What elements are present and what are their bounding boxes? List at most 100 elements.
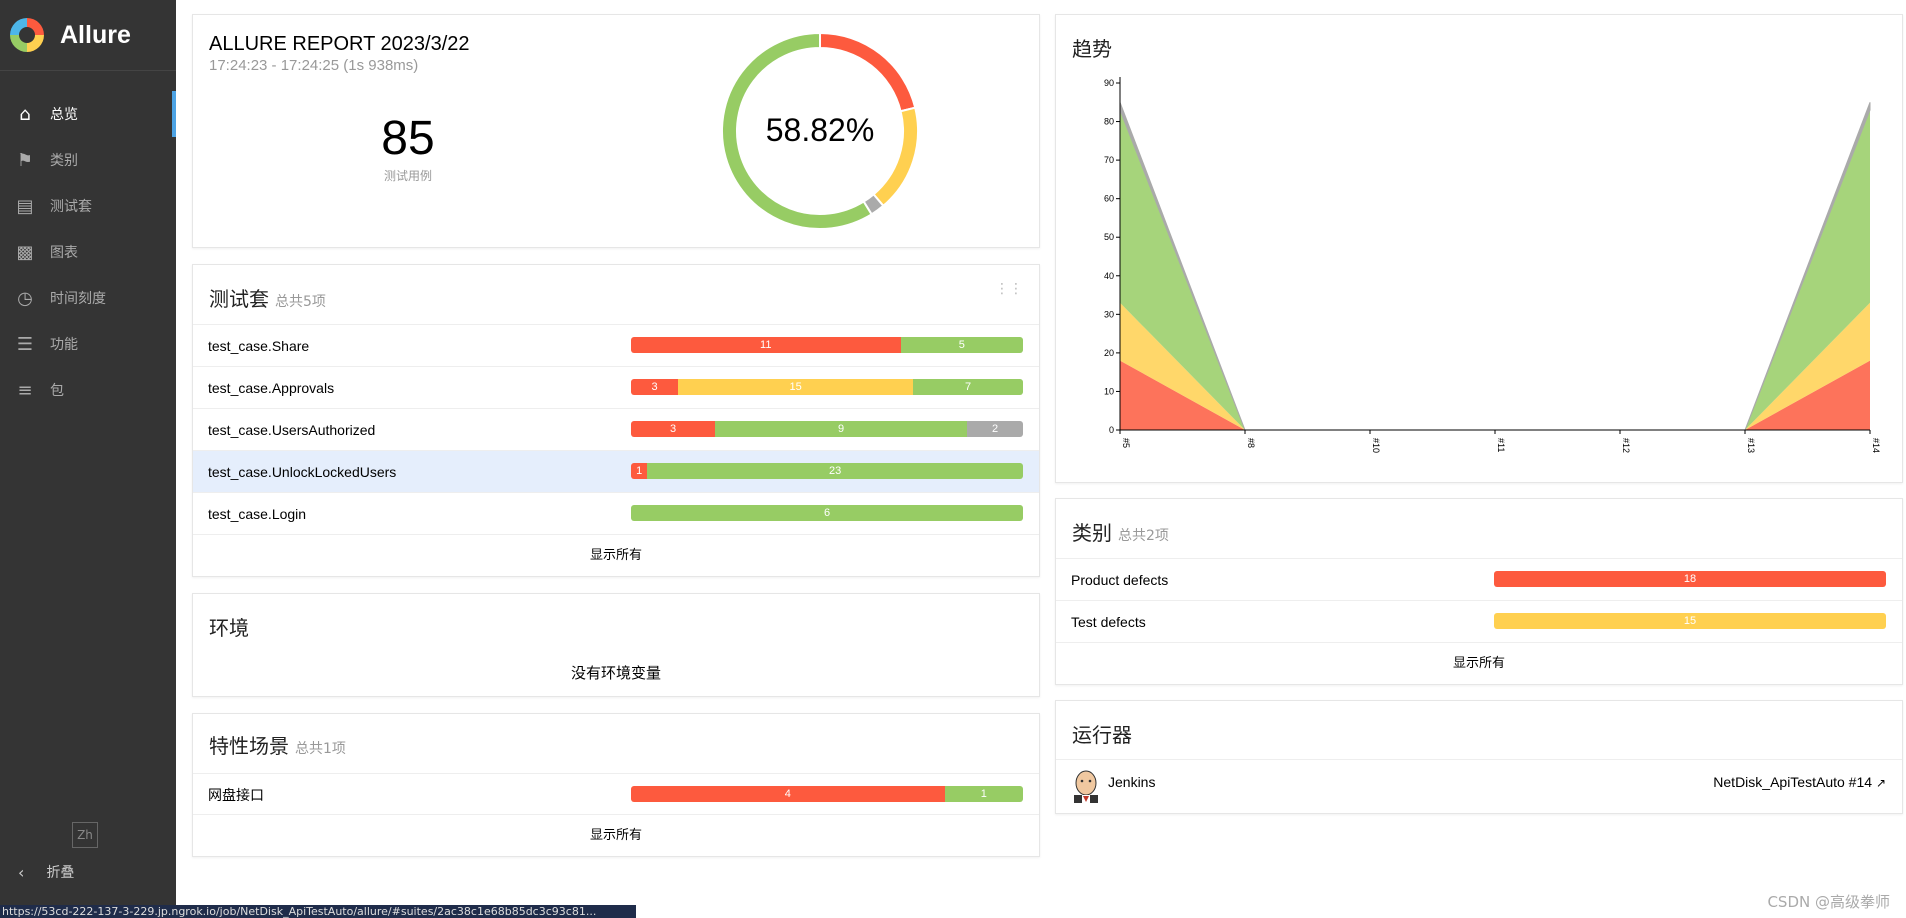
suites-show-all[interactable]: 显示所有 (193, 534, 1039, 576)
features-widget: 特性场景 总共1项 网盘接口 4 1 显示所有 (192, 713, 1040, 857)
bar-segment-yellow: 15 (678, 379, 914, 395)
bar-segment-green: 6 (631, 505, 1023, 521)
allure-logo-icon (10, 18, 44, 52)
sidebar-item-4[interactable]: ◷ 时间刻度 (0, 275, 176, 321)
trend-y-tick-label: 0 (1109, 425, 1114, 435)
align-left-icon: ≡ (17, 379, 33, 401)
home-icon: ⌂ (19, 103, 31, 125)
categories-title: 类别 (1072, 521, 1112, 545)
trend-chart: 0 10 20 30 40 50 60 70 80 90 #5 #8 #10 #11 #12 #13 #14 (1104, 77, 1881, 453)
environment-title: 环境 (209, 616, 249, 640)
sidebar-item-label: 图表 (50, 245, 78, 261)
executor-row[interactable]: Jenkins NetDisk_ApiTestAuto #14 ↗ (1056, 759, 1902, 812)
donut-slice-failed[interactable] (819, 31, 917, 113)
trend-area-3 (1119, 102, 1871, 431)
bar-segment-red: 3 (631, 379, 679, 395)
trend-title: 趋势 (1072, 37, 1112, 61)
category-status-bar: 15 (1494, 613, 1886, 629)
bar-segment-red: 3 (631, 421, 715, 437)
suite-row-name: test_case.UnlockLockedUsers (208, 463, 397, 480)
bar-segment-green: 23 (647, 463, 1023, 479)
features-show-all[interactable]: 显示所有 (193, 814, 1039, 856)
trend-y-tick-label: 90 (1104, 78, 1114, 88)
total-label: 测试用例 (383, 169, 432, 183)
status-url: https://53cd-222-137-3-229.jp.ngrok.io/j… (0, 905, 636, 918)
trend-y-tick-label: 10 (1104, 386, 1114, 396)
clock-icon: ◷ (17, 287, 33, 309)
features-title-wrap: 特性场景 总共1项 (209, 730, 346, 759)
drag-handle-icon[interactable]: ⋮⋮ (995, 281, 1023, 297)
jenkins-avatar-icon (1074, 770, 1098, 803)
donut-slice-broken[interactable] (872, 106, 919, 208)
suite-row[interactable]: test_case.UsersAuthorized 3 9 2 (193, 408, 1039, 450)
suite-row[interactable]: test_case.Share 11 5 (193, 324, 1039, 366)
bar-segment-green: 5 (900, 337, 1023, 353)
sidebar-item-0[interactable]: ⌂ 总览 (0, 91, 176, 137)
executors-title: 运行器 (1072, 723, 1132, 747)
environment-empty: 没有环境变量 (570, 664, 661, 682)
suite-status-bar: 6 (631, 505, 1023, 521)
category-row[interactable]: Test defects 15 (1056, 600, 1902, 642)
features-count: 总共1项 (295, 741, 346, 757)
categories-count: 总共2项 (1118, 528, 1169, 544)
sidebar-item-5[interactable]: ☰ 功能 (0, 321, 176, 367)
trend-x-tick-label: #12 (1621, 438, 1631, 453)
external-link-icon: ↗ (1875, 776, 1886, 790)
report-title: ALLURE REPORT 2023/3/22 (209, 33, 470, 55)
bar-segment-yellow: 15 (1494, 613, 1886, 629)
features-title: 特性场景 (209, 734, 289, 758)
suite-row[interactable]: test_case.Login 6 (193, 492, 1039, 534)
feature-row-name: 网盘接口 (208, 786, 264, 803)
sidebar-item-2[interactable]: ▤ 测试套 (0, 183, 176, 229)
bar-chart-icon: ▩ (16, 241, 34, 263)
language-switch[interactable]: Zh (72, 822, 98, 848)
bar-segment-green: 7 (913, 379, 1023, 395)
category-row[interactable]: Product defects 18 (1056, 558, 1902, 600)
suite-status-bar: 3 15 7 (631, 379, 1023, 395)
trend-y-tick-label: 50 (1104, 232, 1114, 242)
donut-slice-passed[interactable] (721, 31, 873, 230)
feature-row[interactable]: 网盘接口 4 1 (193, 773, 1039, 815)
suites-title-wrap: 测试套 总共5项 (209, 283, 326, 312)
sidebar-item-label: 测试套 (50, 199, 92, 215)
trend-x-tick-label: #8 (1246, 438, 1256, 448)
suite-row-name: test_case.Share (208, 337, 310, 354)
suite-status-bar: 1 23 (631, 463, 1023, 479)
brand[interactable]: Allure (0, 0, 176, 71)
suite-row[interactable]: test_case.UnlockLockedUsers 1 23 (193, 450, 1039, 492)
trend-x-tick-label: #13 (1746, 438, 1756, 453)
flag-icon: ⚑ (16, 149, 34, 171)
executor-build-link[interactable]: NetDisk_ApiTestAuto #14 ↗ (1713, 774, 1886, 790)
sidebar-item-6[interactable]: ≡ 包 (0, 367, 176, 413)
sidebar-item-3[interactable]: ▩ 图表 (0, 229, 176, 275)
categories-show-all[interactable]: 显示所有 (1056, 642, 1902, 684)
category-row-name: Test defects (1071, 613, 1146, 630)
pass-percent: 58.82% (766, 112, 875, 148)
executor-name: Jenkins (1108, 774, 1156, 790)
trend-x-tick-label: #11 (1496, 438, 1506, 452)
sidebar-item-label: 类别 (50, 153, 78, 169)
bar-segment-red: 18 (1494, 571, 1886, 587)
summary-donut[interactable]: 58.82% (720, 31, 920, 231)
trend-x-tick-label: #10 (1371, 438, 1381, 453)
trend-y-tick-label: 70 (1104, 155, 1114, 165)
bar-segment-green: 1 (944, 786, 1023, 802)
suite-row-name: test_case.UsersAuthorized (208, 421, 376, 438)
suite-status-bar: 11 5 (631, 337, 1023, 353)
bar-segment-red: 11 (631, 337, 901, 353)
trend-x-tick-label: #14 (1871, 438, 1881, 453)
trend-y-tick-label: 60 (1104, 194, 1114, 204)
sidebar-item-label: 总览 (50, 107, 78, 123)
sidebar-item-label: 时间刻度 (50, 291, 106, 307)
summary-widget: ALLURE REPORT 2023/3/22 17:24:23 - 17:24… (192, 14, 1040, 248)
sidebar-item-1[interactable]: ⚑ 类别 (0, 137, 176, 183)
total-count: 85 (381, 112, 435, 165)
watermark: CSDN @高级拳师 (1767, 893, 1890, 911)
bar-segment-green: 9 (715, 421, 967, 437)
executor-build: NetDisk_ApiTestAuto #14 (1713, 774, 1873, 790)
suite-row-name: test_case.Login (208, 505, 307, 522)
trend-y-tick-label: 80 (1104, 117, 1114, 127)
collapse-button[interactable]: ‹ 折叠 (18, 862, 74, 882)
suite-row[interactable]: test_case.Approvals 3 15 7 (193, 366, 1039, 408)
